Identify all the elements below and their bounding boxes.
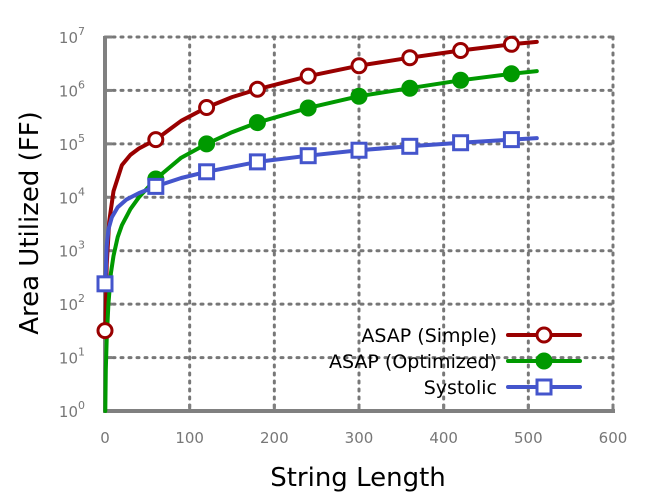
series-2-point-0 <box>96 275 114 293</box>
series-0-point-6 <box>401 49 419 67</box>
series-1-point-7 <box>502 65 520 83</box>
legend: ASAP (Simple) ASAP (Optimized) Systolic <box>329 325 582 399</box>
series-2-point-1 <box>147 177 165 195</box>
legend-label-1: ASAP (Optimized) <box>329 351 497 373</box>
series-0-point-8 <box>502 35 520 53</box>
legend-label-0: ASAP (Simple) <box>361 325 497 347</box>
x-tick-label-4: 400 <box>429 429 458 447</box>
x-tick-labels: 0 100 200 300 400 500 600 <box>100 429 627 447</box>
series-0-point-5 <box>350 57 368 75</box>
plot-frame <box>103 35 615 413</box>
y-tick-label-4: 10 <box>59 189 78 207</box>
x-tick-label-3: 300 <box>345 429 374 447</box>
series-line-0 <box>103 39 539 333</box>
y-tick-label-1: 10 <box>59 350 78 368</box>
y-tick-label-3: 10 <box>59 243 78 261</box>
series-line-2 <box>103 136 539 286</box>
series-2-point-3 <box>248 153 266 171</box>
series-0-point-7 <box>452 41 470 59</box>
y-tick-exponent-0: 0 <box>78 399 85 412</box>
legend-swatch-marker-2 <box>535 378 553 396</box>
series-2-point-2 <box>198 163 216 181</box>
y-tick-exponent-7: 7 <box>78 25 85 38</box>
series-2-point-4 <box>299 147 317 165</box>
y-axis-title: Area Utilized (FF) <box>15 111 45 335</box>
y-tick-exponent-5: 5 <box>78 132 85 145</box>
series-markers <box>96 35 520 340</box>
series-0-point-2 <box>198 98 216 116</box>
x-tick-label-2: 200 <box>260 429 289 447</box>
series-2-point-8 <box>502 131 520 149</box>
series-1-point-1 <box>198 135 216 153</box>
y-tick-exponent-3: 3 <box>78 239 85 252</box>
x-tick-label-5: 500 <box>514 429 543 447</box>
y-tick-exponent-1: 1 <box>78 346 85 359</box>
series-2-point-7 <box>452 134 470 152</box>
series-1-point-4 <box>350 87 368 105</box>
series-0-point-1 <box>147 131 165 149</box>
y-tick-exponent-4: 4 <box>78 185 85 198</box>
series-2-point-5 <box>350 141 368 159</box>
y-tick-label-2: 10 <box>59 296 78 314</box>
series-1-point-2 <box>248 114 266 132</box>
series-0-point-0 <box>96 322 114 340</box>
x-tick-label-1: 100 <box>175 429 204 447</box>
x-tick-label-0: 0 <box>100 429 110 447</box>
series-0-point-4 <box>299 67 317 85</box>
series-2-point-6 <box>401 137 419 155</box>
legend-label-2: Systolic <box>424 377 497 399</box>
y-tick-exponent-6: 6 <box>78 78 85 91</box>
y-tick-label-7: 10 <box>59 29 78 47</box>
x-tick-label-6: 600 <box>599 429 628 447</box>
series-0-point-3 <box>248 80 266 98</box>
y-tick-label-5: 10 <box>59 136 78 154</box>
legend-swatch-marker-1 <box>535 352 553 370</box>
x-axis-title: String Length <box>270 463 446 493</box>
series-1-point-5 <box>401 79 419 97</box>
y-tick-label-6: 10 <box>59 82 78 100</box>
y-tick-label-0: 10 <box>59 403 78 421</box>
series-1-point-3 <box>299 99 317 117</box>
series-1-point-6 <box>452 71 470 89</box>
y-tick-exponent-2: 2 <box>78 292 85 305</box>
grid <box>103 35 615 413</box>
legend-swatch-marker-0 <box>535 326 553 344</box>
